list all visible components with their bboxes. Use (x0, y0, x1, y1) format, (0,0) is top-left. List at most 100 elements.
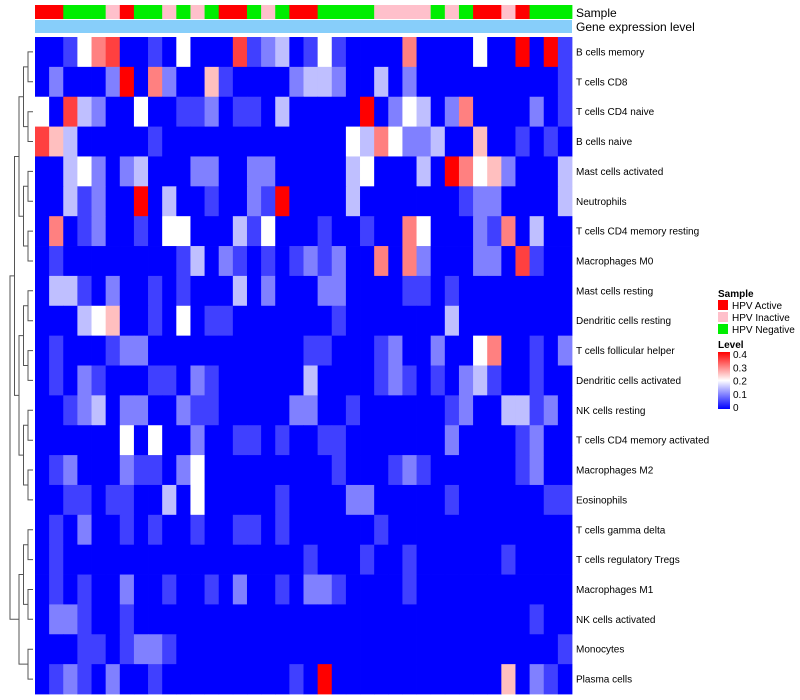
dendrogram-branch (27, 170, 33, 202)
heatmap-cell (303, 66, 319, 98)
heatmap-cell (374, 37, 389, 68)
heatmap-cell (473, 544, 488, 575)
heatmap-cell (515, 246, 530, 277)
heatmap-cell (444, 574, 460, 605)
heatmap-cell (162, 37, 177, 68)
heatmap-cell (473, 634, 488, 665)
heatmap-cell (444, 455, 460, 486)
heatmap-cell (133, 455, 149, 486)
heatmap-cell (487, 514, 502, 546)
heatmap-cell (232, 335, 248, 366)
heatmap-cell (402, 634, 417, 665)
sample-annotation-cell (458, 5, 474, 19)
heatmap-cell (557, 216, 573, 247)
heatmap-cell (91, 37, 107, 68)
heatmap-cell (416, 395, 432, 426)
heatmap-cell (232, 216, 248, 247)
heatmap-cell (487, 365, 502, 396)
heatmap-cell (331, 96, 347, 127)
heatmap-cell (430, 335, 446, 366)
heatmap-cell (133, 37, 149, 68)
heatmap-cell (162, 96, 177, 127)
heatmap-cell (473, 395, 488, 426)
heatmap-cell (402, 96, 417, 127)
heatmap-cell (543, 186, 559, 217)
heatmap-cell (487, 216, 502, 247)
row-label: Plasma cells (576, 675, 632, 686)
heatmap-cell (218, 96, 234, 127)
row-label: Neutrophils (576, 197, 627, 208)
heatmap-cell (529, 395, 545, 426)
heatmap-cell (345, 246, 361, 277)
heatmap-cell (345, 66, 361, 98)
heatmap-cell (360, 514, 375, 546)
heatmap-cell (119, 156, 135, 187)
heatmap-cell (416, 305, 432, 337)
heatmap-cell (473, 216, 488, 247)
heatmap-cell (303, 365, 319, 396)
heatmap-cell (148, 156, 163, 187)
sample-annotation-cell (501, 5, 516, 19)
heatmap-cell (289, 455, 304, 486)
heatmap-cell (402, 395, 417, 426)
heatmap-cell (501, 126, 516, 157)
heatmap-cell (501, 574, 516, 605)
heatmap-cell (133, 604, 149, 635)
heatmap-cell (49, 275, 64, 307)
heatmap-cell (444, 156, 460, 187)
heatmap-cell (133, 395, 149, 426)
heatmap-cell (444, 634, 460, 665)
heatmap-cell (416, 66, 432, 98)
heatmap-cell (458, 395, 474, 426)
heatmap-cell (416, 514, 432, 546)
sample-annotation-cell (416, 5, 432, 19)
heatmap-cell (63, 544, 78, 575)
heatmap-cell (501, 395, 516, 426)
heatmap-cell (444, 216, 460, 247)
heatmap-cell (148, 305, 163, 337)
heatmap-cell (360, 96, 375, 127)
sample-annotation-cell (218, 5, 234, 19)
heatmap-cell (529, 484, 545, 516)
heatmap-cell (77, 365, 92, 396)
heatmap-cell (529, 574, 545, 605)
heatmap-cell (148, 126, 163, 157)
heatmap-cell (501, 305, 516, 337)
heatmap-cell (275, 186, 290, 217)
heatmap-cell (162, 514, 177, 546)
heatmap-cell (275, 216, 290, 247)
heatmap-cell (473, 604, 488, 635)
heatmap-cell (148, 66, 163, 98)
level-tick-label: 0 (733, 403, 739, 414)
heatmap-cell (190, 66, 205, 98)
heatmap-cell (444, 246, 460, 277)
heatmap-cell (190, 365, 205, 396)
heatmap-cell (402, 186, 417, 217)
heatmap-cell (148, 604, 163, 635)
heatmap-cell (246, 514, 262, 546)
heatmap-cell (501, 604, 516, 635)
heatmap-cell (148, 425, 163, 456)
heatmap-cell (176, 186, 191, 217)
heatmap-cell (501, 544, 516, 575)
heatmap-cell (261, 37, 276, 68)
heatmap-cell (501, 246, 516, 277)
heatmap-cell (261, 514, 276, 546)
heatmap-cell (49, 66, 64, 98)
heatmap-cell (289, 156, 304, 187)
heatmap-cell (345, 425, 361, 456)
heatmap-cell (529, 634, 545, 665)
heatmap-cell (204, 156, 220, 187)
heatmap-cell (133, 186, 149, 217)
heatmap-cell (289, 37, 304, 68)
heatmap-cell (374, 186, 389, 217)
heatmap-cell (360, 484, 375, 516)
heatmap-cell (303, 96, 319, 127)
heatmap-cell (204, 96, 220, 127)
legend-swatch (718, 312, 728, 322)
heatmap-cell (557, 66, 573, 98)
heatmap-cell (204, 37, 220, 68)
heatmap-cell (275, 365, 290, 396)
heatmap-cell (416, 96, 432, 127)
heatmap-cell (162, 664, 177, 695)
